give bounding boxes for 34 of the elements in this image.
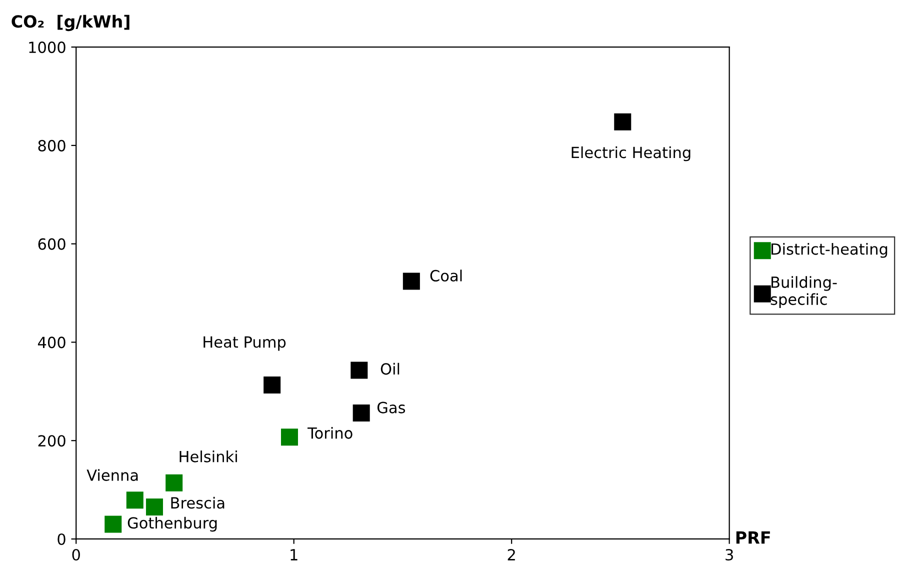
y-tick-label: 400 (38, 336, 66, 348)
y-tick-label: 800 (38, 140, 66, 152)
point (614, 113, 632, 130)
x-tick-label: 0 (72, 548, 80, 561)
legend-label: Building- specific (770, 276, 837, 308)
annotation: Gas (377, 402, 406, 414)
point (350, 362, 368, 379)
point (280, 428, 298, 446)
annotation: Brescia (171, 496, 224, 509)
x-tick-label: 2 (508, 548, 515, 560)
y-axis-title: CO₂ [g/kWh] (12, 14, 130, 32)
annotation: Gothenburg (128, 516, 217, 532)
annotation: Helsinki (180, 450, 237, 462)
point (104, 516, 122, 533)
annotation: Electric Heating (572, 146, 690, 162)
x-tick-label: 3 (726, 548, 733, 561)
point (126, 492, 144, 509)
y-tick-label: 1000 (29, 42, 66, 54)
point (352, 404, 370, 422)
annotation: Torino (308, 426, 352, 439)
annotation: Coal (430, 270, 462, 282)
annotation: Oil (380, 362, 400, 375)
point (264, 376, 281, 394)
point (402, 272, 420, 290)
y-tick-label: 600 (38, 238, 66, 250)
x-axis-title: PRF (736, 531, 770, 544)
annotation: Heat Pump (204, 336, 286, 351)
point (146, 498, 163, 516)
point (166, 474, 183, 492)
y-tick-label: 0 (58, 533, 66, 546)
x-tick-label: 1 (290, 549, 298, 560)
annotation: Vienna (86, 469, 138, 481)
legend-label: District-heating (772, 243, 888, 258)
y-tick-label: 200 (38, 435, 66, 447)
